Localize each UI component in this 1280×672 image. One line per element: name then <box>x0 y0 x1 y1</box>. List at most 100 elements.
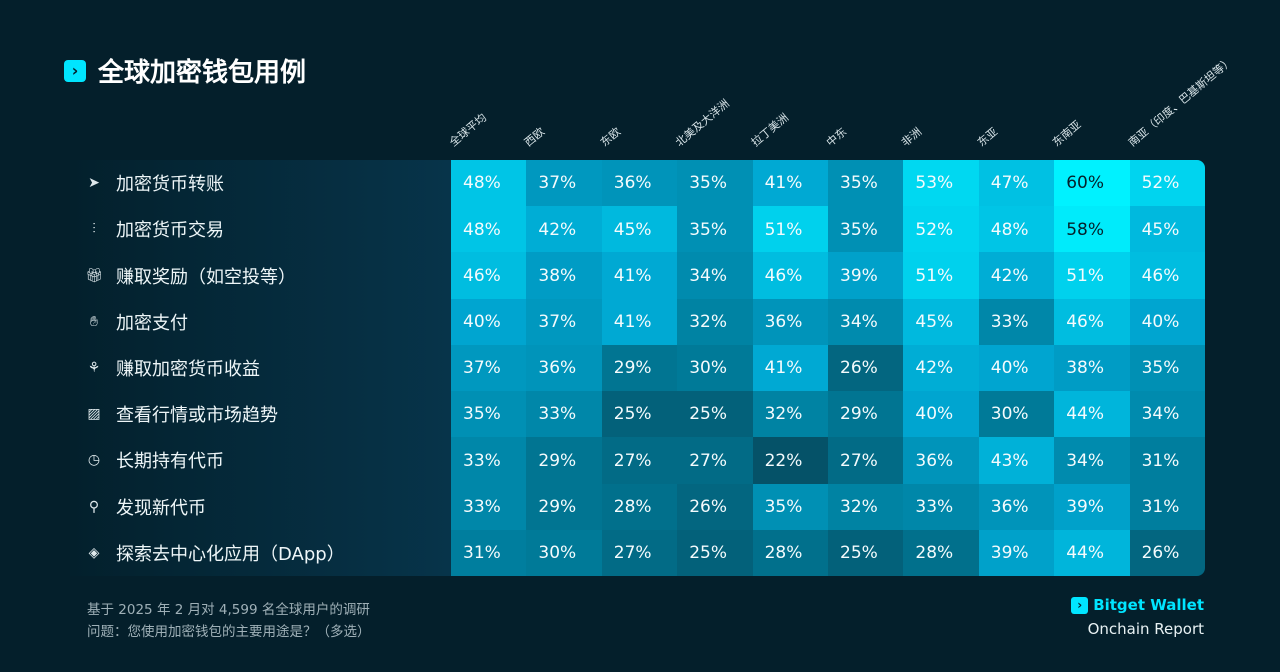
heatmap-cell: 36% <box>903 437 980 485</box>
heatmap-cell: 48% <box>451 206 527 253</box>
heatmap-cell: 26% <box>677 483 754 531</box>
hand-coin-icon: ✋︎ <box>90 313 98 330</box>
row-label: ◷ 长期持有代币 <box>84 437 224 483</box>
heatmap-cell: 40% <box>451 298 527 346</box>
heatmap-cell: 40% <box>978 344 1055 392</box>
heatmap-cell: 26% <box>1129 529 1205 576</box>
row-label-text: 发现新代币 <box>116 497 206 519</box>
heatmap-cell: 33% <box>451 483 527 531</box>
heatmap-cell: 60% <box>1054 160 1131 207</box>
heatmap-cell: 58% <box>1054 206 1131 253</box>
heatmap-cell: 31% <box>451 529 527 576</box>
brand-subtitle: Onchain Report <box>1087 620 1204 638</box>
heatmap-cell: 34% <box>1129 391 1205 438</box>
heatmap-cell: 30% <box>677 344 754 392</box>
heatmap-cell: 33% <box>526 391 603 438</box>
heatmap-grid: 48% 37% 36% 35% 41% 35% 53% 47% 60% 52% 48% 42% 45% 3… <box>451 160 1205 576</box>
heatmap-cell: 41% <box>752 160 829 207</box>
heatmap-cell: 34% <box>828 298 904 346</box>
heatmap-cell: 28% <box>601 483 678 531</box>
heatmap-cell: 22% <box>752 437 829 485</box>
column-header: 西欧 <box>522 125 548 150</box>
column-header: 南亚（印度、巴基斯坦等） <box>1125 54 1236 150</box>
heatmap-cell: 30% <box>526 529 603 576</box>
heatmap-cell: 43% <box>978 437 1055 485</box>
heatmap-cell: 46% <box>451 252 527 300</box>
row-label: 🎁︎ 赚取奖励（如空投等） <box>84 252 296 298</box>
footer-note: 基于 2025 年 2 月对 4,599 名全球用户的调研 <box>87 602 370 618</box>
heatmap-cell: 32% <box>828 483 904 531</box>
heatmap-cell: 25% <box>828 529 904 576</box>
page-title: › 全球加密钱包用例 <box>64 52 306 89</box>
clock-icon: ◷ <box>87 452 101 469</box>
heatmap-cell: 34% <box>1054 437 1131 485</box>
column-header: 东亚 <box>974 125 1001 150</box>
heatmap-cell: 31% <box>1129 437 1205 485</box>
heatmap-cell: 46% <box>1129 252 1205 300</box>
column-header: 东南亚 <box>1050 118 1084 150</box>
heatmap-cell: 41% <box>601 252 678 300</box>
market-chart-icon: ▨ <box>87 406 101 423</box>
column-header: 东欧 <box>597 125 624 150</box>
heatmap-cell: 27% <box>601 529 678 576</box>
footer-question: 问题：您使用加密钱包的主要用途是？（多选） <box>87 624 371 640</box>
heatmap-cell: 45% <box>1129 206 1205 253</box>
gift-icon: 🎁︎ <box>85 267 103 284</box>
heatmap-cell: 25% <box>601 391 678 438</box>
heatmap-cell: 36% <box>978 483 1055 531</box>
row-label: ➤ 加密货币转账 <box>84 160 224 206</box>
heatmap-cell: 40% <box>1129 298 1205 346</box>
brand-name: Bitget Wallet <box>1093 596 1204 614</box>
heatmap-cell: 35% <box>828 160 904 207</box>
heatmap-cell: 37% <box>526 298 603 346</box>
heatmap-cell: 48% <box>978 206 1055 253</box>
brand-logo: › Bitget Wallet <box>1071 596 1204 614</box>
heatmap-cell: 25% <box>677 529 754 576</box>
heatmap-cell: 37% <box>451 344 527 392</box>
page-title-text: 全球加密钱包用例 <box>98 58 307 88</box>
heatmap-cell: 38% <box>526 252 603 300</box>
heatmap-cell: 41% <box>601 298 678 346</box>
heatmap-cell: 35% <box>451 391 527 438</box>
row-label-text: 赚取奖励（如空投等） <box>116 266 296 288</box>
heatmap-cell: 36% <box>752 298 829 346</box>
column-header: 中东 <box>824 125 850 150</box>
heatmap-cell: 39% <box>978 529 1055 576</box>
heatmap-cell: 27% <box>601 437 678 485</box>
heatmap-cell: 47% <box>978 160 1055 207</box>
heatmap-cell: 35% <box>677 206 754 253</box>
heatmap-cell: 35% <box>752 483 829 531</box>
heatmap-cell: 42% <box>978 252 1055 300</box>
heatmap-cell: 35% <box>677 160 754 207</box>
bitget-logo-icon: › <box>1071 596 1089 614</box>
row-label-text: 长期持有代币 <box>116 451 224 473</box>
heatmap-cell: 44% <box>1054 529 1131 576</box>
row-label: ◈ 探索去中心化应用（DApp） <box>84 530 345 576</box>
heatmap-cell: 33% <box>451 437 527 485</box>
heatmap-cell: 29% <box>526 437 603 485</box>
row-label-text: 探索去中心化应用（DApp） <box>116 543 345 565</box>
heatmap-cell: 29% <box>828 391 904 438</box>
row-labels-panel: ➤ 加密货币转账 ⫶ 加密货币交易 🎁︎ 赚取奖励（如空投等） ✋︎ 加密支付 ⚘ 赚取加密货币收… <box>70 160 451 576</box>
row-label-text: 加密支付 <box>116 312 188 334</box>
heatmap-cell: 45% <box>601 206 678 253</box>
heatmap-cell: 25% <box>677 391 754 438</box>
heatmap-cell: 53% <box>903 160 980 207</box>
heatmap-cell: 27% <box>828 437 904 485</box>
heatmap-cell: 35% <box>828 206 904 253</box>
heatmap-cell: 28% <box>752 529 829 576</box>
heatmap-cell: 29% <box>601 344 678 392</box>
heatmap-cell: 31% <box>1129 483 1205 531</box>
heatmap-cell: 42% <box>903 344 980 392</box>
row-label-text: 赚取加密货币收益 <box>116 358 260 380</box>
column-header: 拉丁美洲 <box>748 110 791 150</box>
compass-icon: ◈ <box>88 544 100 561</box>
column-header: 全球平均 <box>447 110 490 150</box>
row-label: ⚘ 赚取加密货币收益 <box>84 345 260 391</box>
heatmap-cell: 51% <box>903 252 980 300</box>
heatmap-cell: 39% <box>828 252 904 300</box>
heatmap-cell: 34% <box>677 252 754 300</box>
search-icon: ⚲ <box>88 498 100 515</box>
heatmap-cell: 48% <box>451 160 527 207</box>
heatmap-cell: 39% <box>1054 483 1131 531</box>
